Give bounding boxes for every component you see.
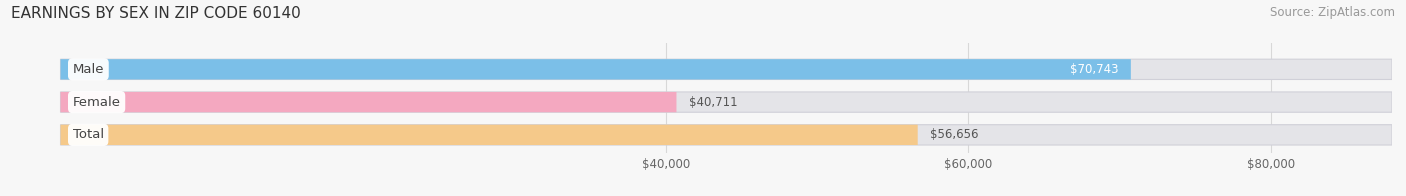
Text: Female: Female (73, 96, 121, 109)
FancyBboxPatch shape (60, 59, 1392, 80)
Text: Total: Total (73, 128, 104, 141)
FancyBboxPatch shape (60, 59, 1130, 80)
Text: Source: ZipAtlas.com: Source: ZipAtlas.com (1270, 6, 1395, 19)
Text: $56,656: $56,656 (929, 128, 979, 141)
Text: $40,711: $40,711 (689, 96, 737, 109)
Text: Male: Male (73, 63, 104, 76)
FancyBboxPatch shape (60, 92, 676, 112)
Text: EARNINGS BY SEX IN ZIP CODE 60140: EARNINGS BY SEX IN ZIP CODE 60140 (11, 6, 301, 21)
FancyBboxPatch shape (60, 125, 918, 145)
Text: $70,743: $70,743 (1070, 63, 1119, 76)
FancyBboxPatch shape (60, 92, 1392, 112)
FancyBboxPatch shape (60, 125, 1392, 145)
